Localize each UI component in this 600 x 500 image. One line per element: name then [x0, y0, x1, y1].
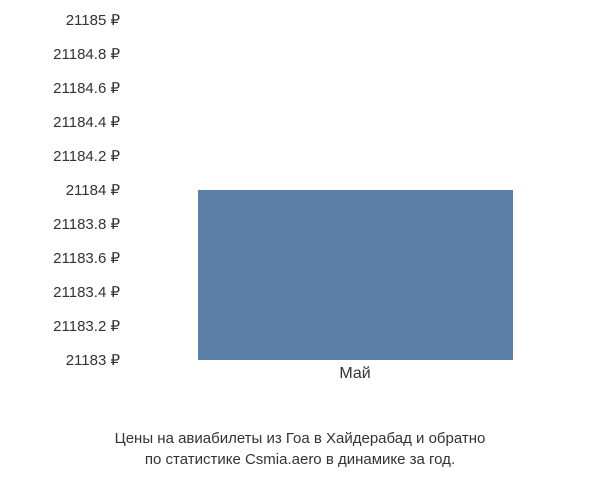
- y-tick: 21185 ₽: [20, 11, 120, 29]
- y-tick: 21183.4 ₽: [20, 283, 120, 301]
- caption-line-2: по статистике Csmia.aero в динамике за г…: [0, 449, 600, 470]
- caption-line-1: Цены на авиабилеты из Гоа в Хайдерабад и…: [0, 428, 600, 449]
- chart-caption: Цены на авиабилеты из Гоа в Хайдерабад и…: [0, 428, 600, 470]
- chart-container: 21185 ₽ 21184.8 ₽ 21184.6 ₽ 21184.4 ₽ 21…: [20, 20, 580, 400]
- y-tick: 21183.6 ₽: [20, 249, 120, 267]
- y-tick: 21184.8 ₽: [20, 45, 120, 63]
- y-tick: 21184.2 ₽: [20, 147, 120, 165]
- y-tick: 21184.4 ₽: [20, 113, 120, 131]
- y-tick: 21183.2 ₽: [20, 317, 120, 335]
- y-tick: 21184 ₽: [20, 181, 120, 199]
- y-tick: 21183.8 ₽: [20, 215, 120, 233]
- y-tick: 21183 ₽: [20, 351, 120, 369]
- bar-may: [198, 190, 513, 360]
- y-axis: 21185 ₽ 21184.8 ₽ 21184.6 ₽ 21184.4 ₽ 21…: [20, 20, 120, 360]
- y-tick: 21184.6 ₽: [20, 79, 120, 97]
- x-axis-label: Май: [198, 365, 513, 383]
- plot-area: [130, 20, 580, 360]
